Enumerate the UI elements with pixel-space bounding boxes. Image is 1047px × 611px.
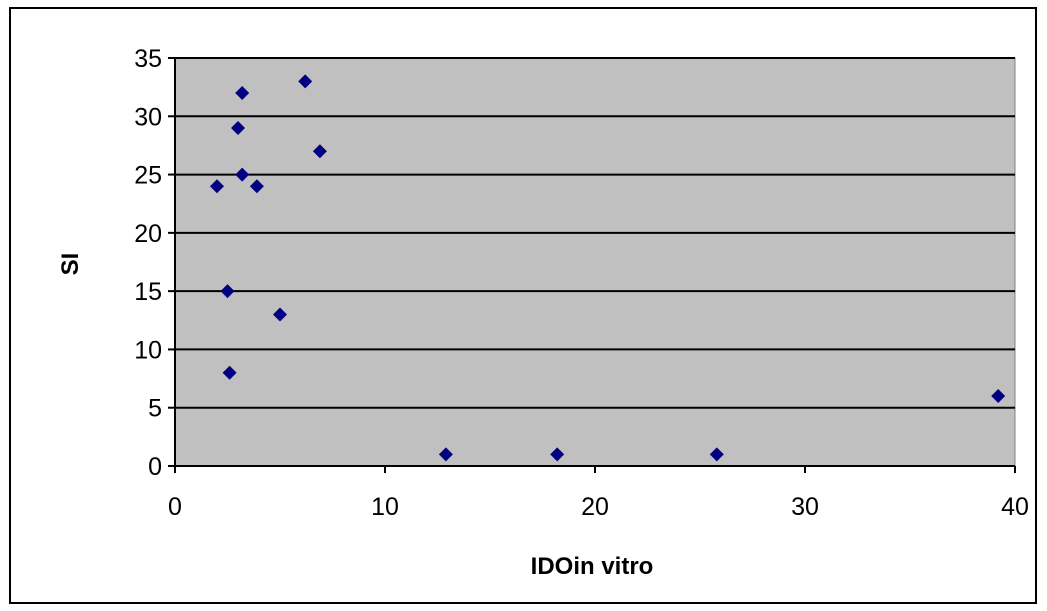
data-point — [235, 85, 250, 100]
data-point — [709, 447, 724, 462]
chart-frame: 0 5 10 15 20 25 30 35 0 10 20 30 40 IDOin vitro SI — [9, 7, 1037, 604]
data-point — [273, 307, 287, 322]
data-point — [210, 179, 224, 194]
x-tick-label: 20 — [581, 493, 609, 521]
y-tick-labels: 0 5 10 15 20 25 30 35 — [134, 45, 162, 481]
y-tick-label: 0 — [148, 453, 162, 481]
data-point — [235, 167, 250, 182]
data-points — [210, 74, 1006, 462]
y-tick-label: 10 — [134, 336, 162, 364]
x-tick-label: 10 — [371, 493, 399, 521]
data-point — [249, 179, 264, 194]
x-tick-label: 30 — [791, 493, 819, 521]
y-tick-label: 15 — [134, 278, 162, 306]
data-point — [312, 144, 327, 159]
y-tick-label: 20 — [134, 220, 162, 248]
data-point — [231, 120, 245, 135]
x-tick-label: 40 — [1001, 493, 1029, 521]
plot-area — [174, 57, 1016, 467]
data-point — [438, 447, 453, 462]
data-point — [991, 389, 1006, 404]
y-tick-label: 35 — [134, 45, 162, 73]
x-axis-title: IDOin vitro — [531, 553, 654, 580]
axes — [168, 57, 1016, 473]
data-point — [222, 365, 237, 380]
y-tick-label: 30 — [134, 103, 162, 131]
data-point — [298, 74, 313, 89]
x-tick-label: 0 — [168, 493, 182, 521]
scatter-chart: 0 5 10 15 20 25 30 35 0 10 20 30 40 IDOin vitro SI — [57, 45, 1029, 580]
y-axis-title: SI — [57, 253, 84, 276]
x-tick-labels: 0 10 20 30 40 — [168, 493, 1029, 521]
data-point — [550, 447, 565, 462]
data-point — [220, 284, 235, 299]
y-tick-label: 25 — [134, 162, 162, 190]
gridlines — [175, 57, 1015, 409]
y-tick-label: 5 — [148, 395, 162, 423]
